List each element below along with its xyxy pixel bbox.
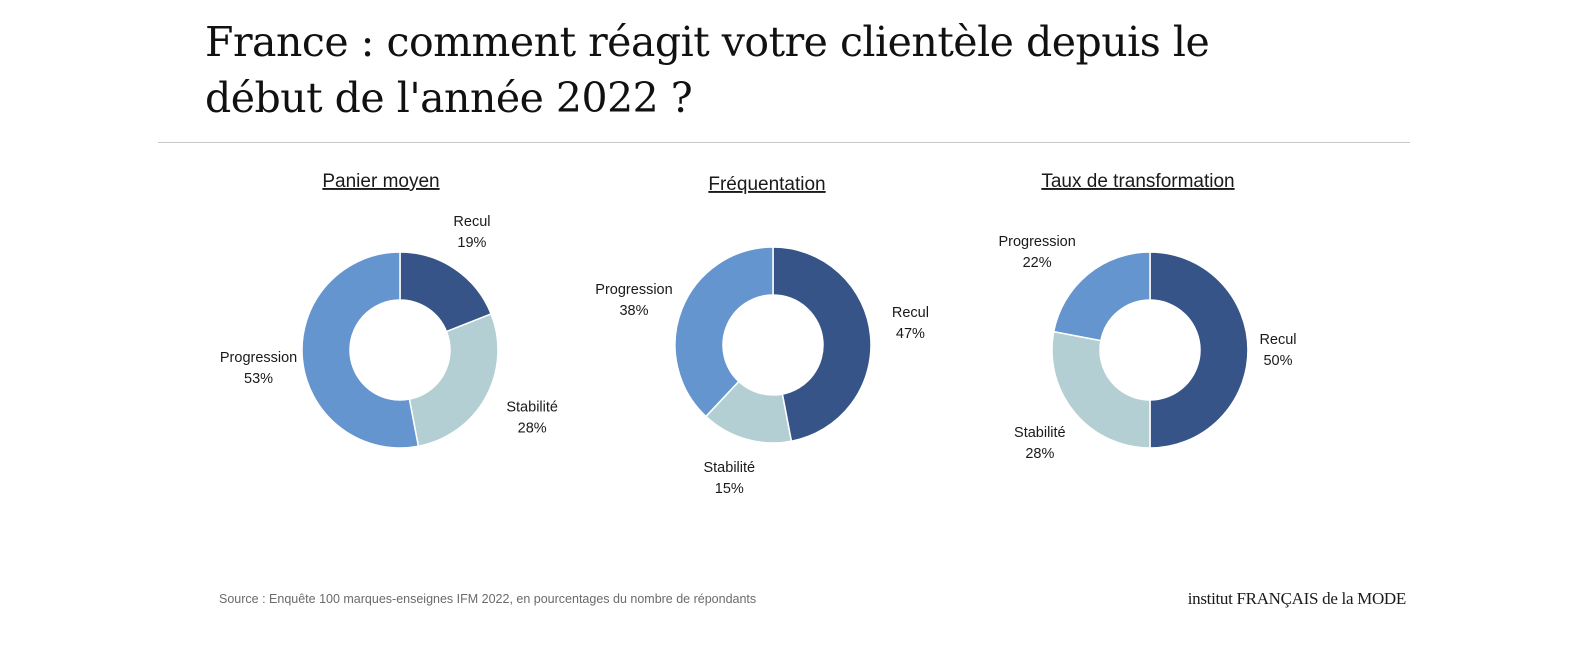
chart-title: Panier moyen [322, 171, 439, 192]
slice-recul [772, 246, 872, 443]
slice-stabilite [1051, 330, 1151, 449]
title-divider [158, 142, 1410, 143]
slice-label: Stabilité 28% [506, 400, 558, 437]
chart-title: Fréquentation [708, 174, 825, 195]
slice-progression [301, 251, 420, 449]
slice-label: Stabilité 15% [703, 460, 755, 497]
donut-chart-2: Fréquentation Recul 47% Stabilité 15% Progres… [595, 174, 929, 497]
slice-progression [674, 246, 774, 418]
slice-label: Recul 47% [892, 305, 929, 342]
donut-chart-1: Panier moyen Recul 19% Stabilité 28% Progress… [220, 171, 558, 449]
slice-recul [1149, 251, 1249, 449]
slice-stabilite [408, 312, 499, 448]
slice-label: Stabilité 28% [1014, 425, 1066, 462]
slice-label: Progression 38% [595, 282, 672, 319]
source-note: Source : Enquête 100 marques-enseignes I… [219, 592, 757, 606]
ifm-logo: institut FRANÇAIS de la MODE [1187, 589, 1407, 608]
slice-label: Progression 22% [998, 234, 1075, 271]
chart-title: Taux de transformation [1041, 171, 1234, 192]
slice-progression [1052, 251, 1151, 342]
donut-chart-3: Taux de transformation Recul 50% Stabilité 2… [998, 171, 1296, 462]
slice-label: Progression 53% [220, 350, 297, 387]
slice-label: Recul 19% [453, 214, 490, 251]
page-title: France : comment réagit votre clientèle … [205, 18, 1210, 122]
slice-label: Recul 50% [1259, 332, 1296, 369]
